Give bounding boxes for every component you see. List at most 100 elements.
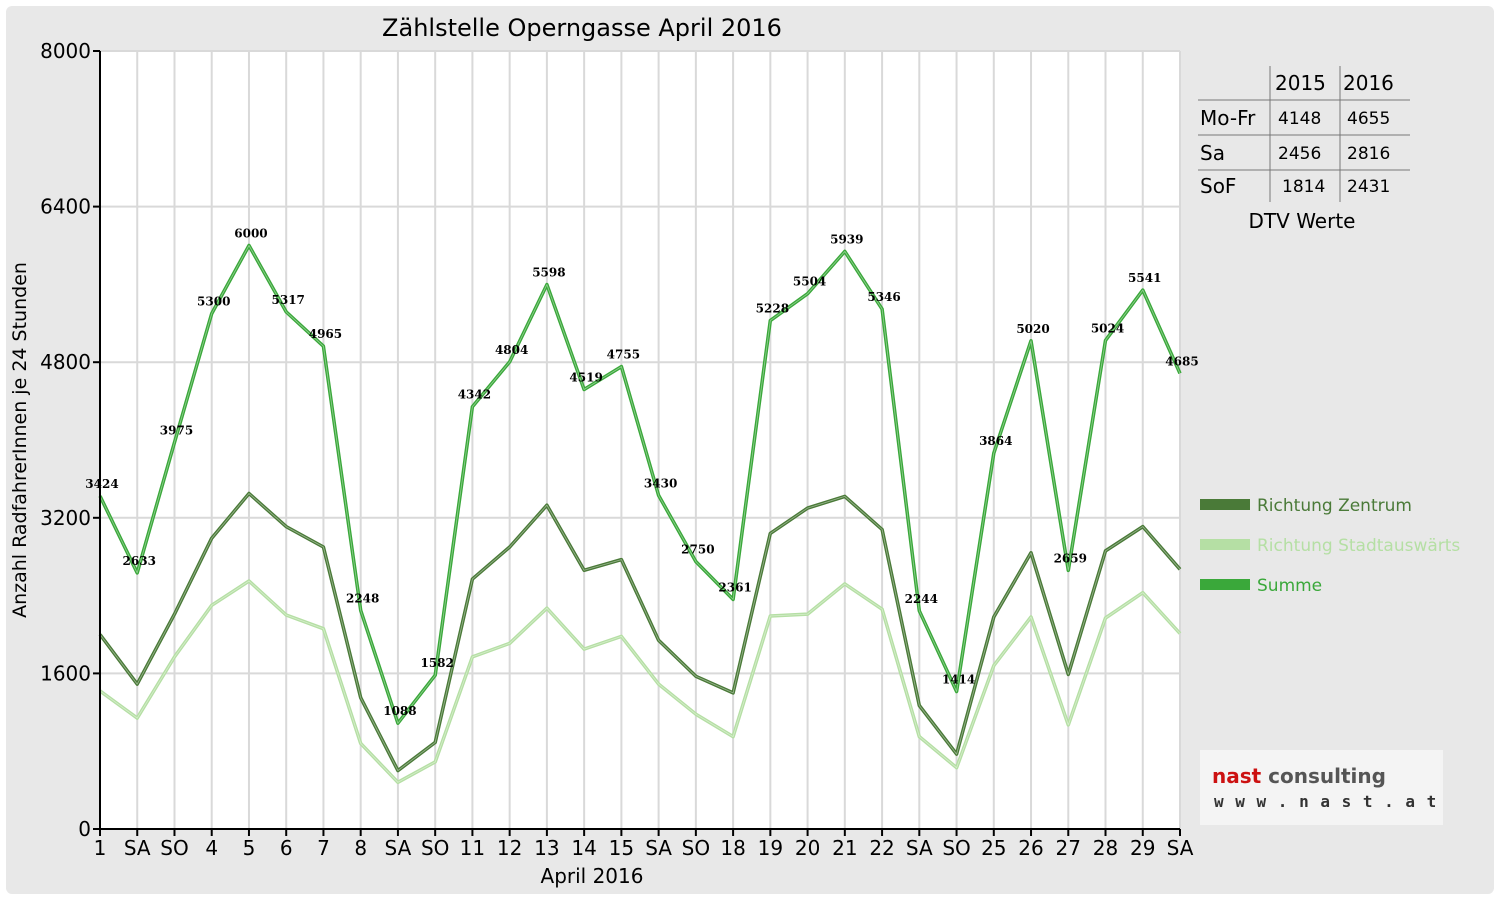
x-tick-label: 25 <box>981 836 1006 860</box>
x-tick-label: SO <box>942 836 970 860</box>
series-line <box>98 491 1182 773</box>
dtv-cell: 4655 <box>1347 109 1390 129</box>
y-tick-label: 8000 <box>40 39 91 63</box>
logo-name: nast consulting <box>1212 764 1386 788</box>
dtv-cell: 2816 <box>1347 144 1390 164</box>
x-tick-label: 26 <box>1018 836 1043 860</box>
y-tick-label: 4800 <box>40 350 91 374</box>
x-tick-label: 14 <box>571 836 596 860</box>
data-label: 1582 <box>420 656 453 670</box>
x-tick-label: SA <box>124 836 151 860</box>
data-label: 5939 <box>830 232 863 246</box>
data-label: 5598 <box>532 266 565 280</box>
data-label: 3424 <box>85 477 118 491</box>
data-label: 2244 <box>905 592 938 606</box>
legend-label: Richtung Zentrum <box>1257 496 1412 516</box>
x-tick-label: 21 <box>832 836 857 860</box>
x-tick-label: SA <box>645 836 672 860</box>
x-tick-label: 15 <box>609 836 634 860</box>
company-logo: nast consulting w w w . n a s t . a t <box>1200 750 1443 825</box>
data-label: 3975 <box>160 423 193 437</box>
legend-label: Summe <box>1257 576 1322 596</box>
data-label: 5541 <box>1128 271 1161 285</box>
x-tick-label: 18 <box>720 836 745 860</box>
x-tick-label: SA <box>385 836 412 860</box>
data-label: 5024 <box>1091 321 1124 335</box>
legend-swatch <box>1200 579 1250 590</box>
chart-title: Zählstelle Operngasse April 2016 <box>382 14 782 42</box>
x-tick-label: 27 <box>1056 836 1081 860</box>
legend: Richtung Zentrum Richtung Stadtauswärts Su… <box>1200 496 1460 596</box>
dtv-cell: 2431 <box>1347 177 1390 197</box>
dtv-cell: 1814 <box>1282 177 1325 197</box>
y-tick-label: 3200 <box>40 506 91 530</box>
x-tick-label: 5 <box>243 836 256 860</box>
series-line-highlight <box>99 580 1181 783</box>
data-label: 3430 <box>644 476 677 490</box>
x-tick-label: 22 <box>869 836 894 860</box>
data-label: 4685 <box>1165 354 1198 368</box>
x-tick-label: 29 <box>1130 836 1155 860</box>
series-line <box>98 579 1182 785</box>
legend-label: Richtung Stadtauswärts <box>1257 536 1460 556</box>
data-label: 5020 <box>1016 322 1049 336</box>
y-axis-ticks: 0 1600 3200 4800 6400 8000 <box>40 39 100 841</box>
dtv-header-2016: 2016 <box>1343 71 1394 95</box>
plot-area <box>100 51 1180 829</box>
data-label: 6000 <box>234 227 267 241</box>
data-label: 5346 <box>867 290 900 304</box>
series-layer <box>98 243 1182 785</box>
x-tick-label: SA <box>906 836 933 860</box>
data-label: 5317 <box>272 293 305 307</box>
x-tick-label: SO <box>160 836 188 860</box>
data-label: 3864 <box>979 434 1012 448</box>
logo-url: w w w . n a s t . a t <box>1214 792 1438 811</box>
x-tick-label: 20 <box>795 836 820 860</box>
data-label: 2659 <box>1054 551 1087 565</box>
dtv-table: 2015 2016 Mo-Fr 4148 4655 Sa 2456 2816 S… <box>1198 66 1410 233</box>
x-tick-label: 8 <box>354 836 367 860</box>
data-label: 2750 <box>681 543 714 557</box>
dtv-cell: 4148 <box>1278 109 1321 129</box>
y-tick-label: 1600 <box>40 661 91 685</box>
x-tick-label: SO <box>682 836 710 860</box>
x-tick-label: SA <box>1167 836 1194 860</box>
dtv-row-label: Mo-Fr <box>1200 106 1256 130</box>
data-label: 4755 <box>607 348 640 362</box>
x-axis-label: April 2016 <box>541 864 644 888</box>
x-tick-label: 6 <box>280 836 293 860</box>
dtv-row-label: SoF <box>1200 174 1236 198</box>
series-line-highlight <box>99 245 1181 724</box>
data-label: 2361 <box>718 580 751 594</box>
x-axis-ticks: 1 SA SO 4 5 6 7 8 SA SO 11 12 13 14 15 SA SO 18 19 20 21 22 SA… <box>94 829 1194 860</box>
x-tick-label: 1 <box>94 836 107 860</box>
data-label: 5300 <box>197 295 230 309</box>
x-tick-label: 28 <box>1093 836 1118 860</box>
data-label: 2633 <box>123 554 156 568</box>
legend-swatch <box>1200 539 1250 550</box>
series-line-highlight <box>99 493 1181 771</box>
data-label: 5504 <box>793 275 826 289</box>
x-tick-label: 7 <box>317 836 330 860</box>
dtv-caption: DTV Werte <box>1249 209 1356 233</box>
logo-name-part2: consulting <box>1261 764 1386 788</box>
data-label: 4342 <box>458 388 491 402</box>
x-tick-label: 12 <box>497 836 522 860</box>
grid-lines <box>100 50 1181 829</box>
y-tick-label: 0 <box>78 817 91 841</box>
data-label: 1414 <box>942 672 975 686</box>
logo-name-part1: nast <box>1212 764 1262 788</box>
x-tick-label: 4 <box>205 836 218 860</box>
x-tick-label: SO <box>421 836 449 860</box>
dtv-cell: 2456 <box>1278 144 1321 164</box>
data-label: 1088 <box>383 704 416 718</box>
dtv-row-label: Sa <box>1200 141 1225 165</box>
data-label: 4804 <box>495 343 528 357</box>
y-tick-label: 6400 <box>40 195 91 219</box>
x-tick-label: 11 <box>460 836 485 860</box>
y-axis-label: Anzahl RadfahrerInnen je 24 Stunden <box>9 262 31 618</box>
data-label: 4965 <box>309 327 342 341</box>
legend-swatch <box>1200 499 1250 510</box>
x-tick-label: 19 <box>758 836 783 860</box>
